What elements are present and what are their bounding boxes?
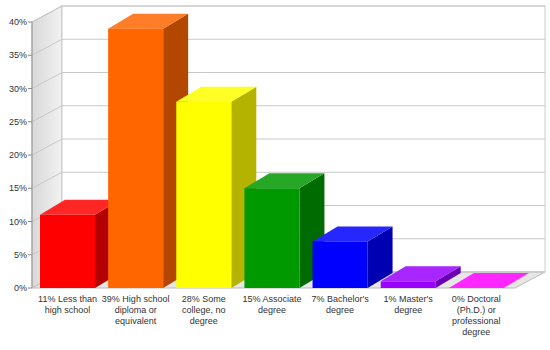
tick-mark [28, 221, 32, 222]
y-tick-label: 40% [9, 17, 27, 27]
bar-group [176, 87, 256, 288]
x-tick-label: 11% Less than high school [32, 294, 104, 316]
bar-group [108, 14, 188, 288]
bar [244, 188, 299, 288]
bar-top [244, 173, 324, 188]
y-tick-label: 5% [14, 250, 27, 260]
y-tick-label: 15% [9, 183, 27, 193]
y-tick-label: 25% [9, 117, 27, 127]
tick-mark [28, 88, 32, 89]
bar-group [313, 226, 393, 288]
y-axis-line [32, 22, 33, 288]
y-tick-label: 0% [14, 283, 27, 293]
chart-wrap: 0% 5% 10% 15% 20% 25% 30% 35% 40% 11% Less than … [0, 0, 550, 350]
y-tick-label: 10% [9, 217, 27, 227]
tick-mark [28, 188, 32, 189]
x-tick-label: 7% Bachelor's degree [304, 294, 376, 316]
bar [176, 102, 231, 288]
x-tick-label: 28% Some college, no degree [168, 294, 240, 327]
bar-top [176, 87, 256, 102]
bar-top [313, 226, 393, 241]
bar [449, 288, 504, 289]
bar [108, 29, 163, 288]
bar-group [381, 266, 461, 288]
x-tick-label: 39% High school diploma or equivalent [100, 294, 172, 327]
tick-mark [28, 254, 32, 255]
tick-mark [28, 121, 32, 122]
tick-mark [28, 288, 32, 289]
bar-top [449, 273, 529, 288]
bar [381, 281, 436, 288]
bar-group [40, 200, 120, 288]
bar-group [244, 173, 324, 288]
tick-mark [28, 22, 32, 23]
y-tick-label: 35% [9, 50, 27, 60]
y-tick-label: 20% [9, 150, 27, 160]
bar-top [381, 266, 461, 281]
x-tick-label: 15% Associate degree [236, 294, 308, 316]
bar-top [40, 200, 120, 215]
tick-mark [28, 155, 32, 156]
bar [40, 215, 95, 288]
y-tick-label: 30% [9, 84, 27, 94]
tick-mark [28, 55, 32, 56]
grid-line [32, 6, 545, 22]
x-tick-label: 1% Master's degree [372, 294, 444, 316]
bar-group [449, 273, 529, 288]
bars [40, 14, 529, 288]
x-tick-label: 0% Doctoral (Ph.D.) or professional degr… [440, 294, 512, 338]
bar [313, 241, 368, 288]
bar-top [108, 14, 188, 29]
